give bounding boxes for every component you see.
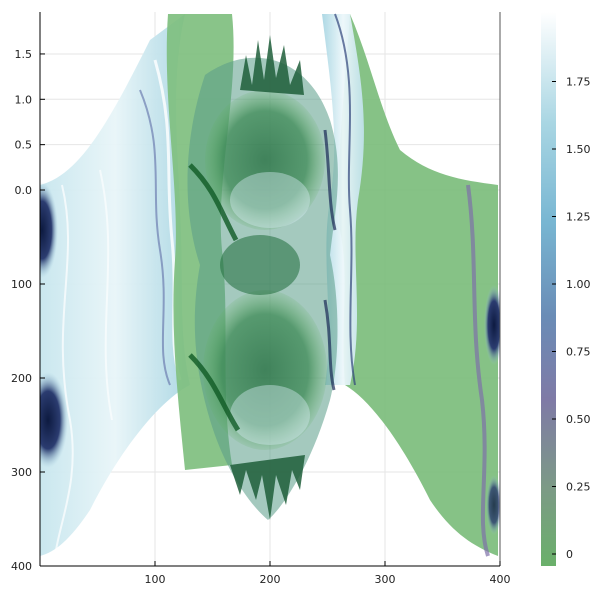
colorbar bbox=[541, 12, 556, 566]
x-tick-label: 300 bbox=[375, 573, 396, 586]
colorbar-tick-label: 1.50 bbox=[566, 143, 591, 156]
y-tick-label: 1.0 bbox=[15, 93, 33, 106]
y-tick-label: 0.5 bbox=[15, 139, 33, 152]
left-light-sheet bbox=[40, 14, 190, 556]
dark-blob-right bbox=[484, 285, 500, 365]
dark-blob-left-bottom bbox=[40, 372, 68, 468]
colorbar-ticks: 0 0.25 0.50 0.75 1.00 1.25 1.50 1.75 bbox=[552, 76, 591, 561]
colorbar-tick-label: 1.00 bbox=[566, 278, 591, 291]
colorbar-tick-label: 0.50 bbox=[566, 413, 591, 426]
colorbar-tick-label: 0 bbox=[566, 548, 573, 561]
y-tick-label: 1.5 bbox=[15, 48, 33, 61]
right-green-sheet bbox=[338, 14, 498, 556]
y-tick-label: 400 bbox=[11, 560, 32, 573]
surface-render bbox=[40, 13, 500, 557]
colorbar-tick-label: 1.75 bbox=[566, 76, 591, 89]
y-tick-label: 100 bbox=[11, 278, 32, 291]
y-tick-label: 0.0 bbox=[15, 184, 33, 197]
y-tick-label: 300 bbox=[11, 466, 32, 479]
x-tick-label: 400 bbox=[490, 573, 511, 586]
x-tick-label: 200 bbox=[260, 573, 281, 586]
x-tick-label: 100 bbox=[145, 573, 166, 586]
colorbar-tick-label: 0.25 bbox=[566, 481, 591, 494]
x-ticks: 100 200 300 400 bbox=[145, 561, 511, 586]
colorbar-tick-label: 1.25 bbox=[566, 211, 591, 224]
dark-blob-left-top bbox=[40, 182, 58, 278]
y-tick-label: 200 bbox=[11, 372, 32, 385]
colorbar-tick-label: 0.75 bbox=[566, 346, 591, 359]
y-ticks: 1.5 1.0 0.5 0.0 100 200 300 400 bbox=[11, 48, 45, 573]
